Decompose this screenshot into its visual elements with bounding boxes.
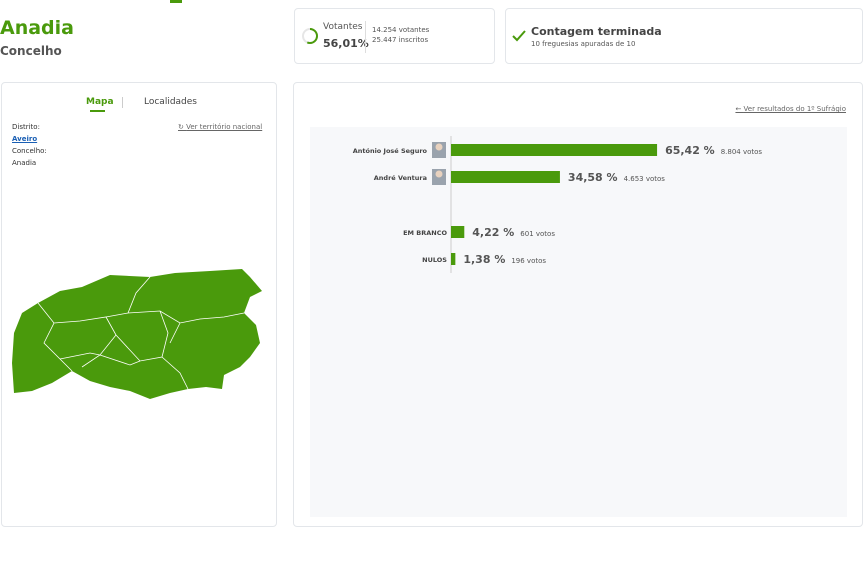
map-panel: Mapa Localidades Distrito: Aveiro Concel… bbox=[1, 82, 277, 527]
link-text[interactable]: Ver resultados do 1º Sufrágio bbox=[743, 105, 846, 113]
subtitle: Concelho bbox=[0, 44, 62, 58]
value-label: 4,22 % bbox=[472, 226, 514, 239]
check-icon bbox=[512, 30, 526, 42]
municipality: Anadia bbox=[12, 159, 37, 167]
votes-label: 8.804 votos bbox=[721, 148, 763, 156]
tab-indicator bbox=[170, 0, 182, 3]
candidate-face bbox=[435, 170, 443, 178]
candidate-face bbox=[435, 143, 443, 151]
registered: 25.447 inscritos bbox=[372, 36, 429, 44]
value-label: 34,58 % bbox=[568, 171, 618, 184]
tab[interactable]: Mapa bbox=[86, 97, 114, 107]
tab[interactable]: Localidades bbox=[144, 97, 197, 107]
bar bbox=[451, 226, 465, 238]
bar bbox=[451, 171, 560, 183]
voters: 14.254 votantes bbox=[372, 26, 430, 34]
link-text[interactable]: Ver território nacional bbox=[186, 123, 263, 131]
municipality-shape[interactable] bbox=[12, 269, 262, 399]
status-title: Contagem terminada bbox=[531, 25, 662, 38]
district-label: Distrito: bbox=[12, 123, 40, 131]
first-round-link[interactable]: ← Ver resultados do 1º Sufrágio bbox=[735, 105, 846, 113]
district-link[interactable]: Aveiro bbox=[12, 135, 38, 143]
votes-label: 601 votos bbox=[520, 230, 555, 238]
votes-label: 196 votos bbox=[511, 257, 546, 265]
category-label: António José Seguro bbox=[353, 147, 428, 155]
title: Anadia bbox=[0, 17, 74, 39]
category-label: NULOS bbox=[422, 256, 447, 264]
category-label: EM BRANCO bbox=[403, 229, 447, 237]
bar bbox=[451, 253, 456, 265]
turnout-ring bbox=[302, 28, 318, 44]
turnout-percent: 56,01% bbox=[323, 37, 369, 50]
municipality-label: Concelho: bbox=[12, 147, 47, 155]
chart-area bbox=[310, 127, 847, 517]
votes-label: 4.653 votos bbox=[624, 175, 666, 183]
turnout-card: Votantes 56,01% 14.254 votantes 25.447 i… bbox=[294, 8, 495, 64]
results-panel: ← Ver resultados do 1º Sufrágio António … bbox=[293, 82, 863, 527]
map bbox=[12, 269, 262, 399]
status-detail: 10 freguesias apuradas de 10 bbox=[531, 40, 636, 48]
turnout-label: Votantes bbox=[323, 22, 363, 32]
ring-progress bbox=[302, 28, 318, 44]
bar bbox=[451, 144, 658, 156]
national-link[interactable]: ↻ Ver território nacional bbox=[178, 123, 263, 131]
category-label: André Ventura bbox=[374, 174, 427, 182]
status-card: Contagem terminada 10 freguesias apurada… bbox=[505, 8, 863, 64]
results-chart: António José Seguro 65,42 % 8.804 votos And… bbox=[353, 136, 763, 273]
value-label: 1,38 % bbox=[463, 253, 505, 266]
value-label: 65,42 % bbox=[665, 144, 715, 157]
